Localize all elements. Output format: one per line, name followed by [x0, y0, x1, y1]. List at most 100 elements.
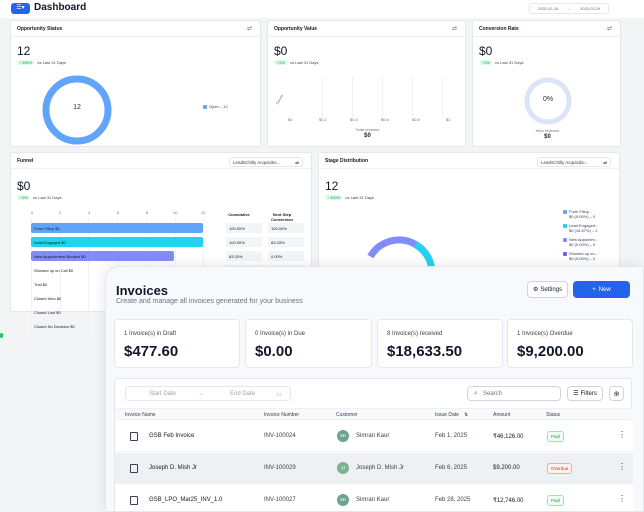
legend-swatch [563, 224, 567, 228]
funnel-bar[interactable]: Trial $0 [34, 282, 48, 287]
legend-label: Lead Engaged - [569, 223, 598, 228]
settings-label: Settings [540, 286, 563, 293]
plus-icon: + [592, 286, 596, 293]
donut-center-value: 12 [73, 104, 81, 111]
stat-card-overdue: 1 Invoice(s) Overdue $9,200.00 [507, 319, 633, 368]
document-icon [130, 464, 138, 473]
funnel-pipeline-select[interactable]: LeadsChilly Acquisitio... ⇄ [229, 157, 303, 167]
swap-icon[interactable]: ⇄ [451, 26, 457, 32]
settings-button[interactable]: ⚙ Settings [527, 281, 568, 298]
search-input[interactable]: ⌕ Search [467, 386, 561, 401]
more-options-icon[interactable]: ⋮ [618, 462, 626, 471]
avatar: SK [337, 430, 349, 442]
new-label: New [598, 286, 611, 293]
col-invoice-number[interactable]: Invoice Number [264, 412, 300, 418]
trend-row: ↑ 300% vs Last 31 Days [325, 195, 374, 200]
table-row[interactable]: GSB_LPO_Mar25_INV_1.0 INV-100027 SK Simr… [115, 485, 633, 511]
invoice-name[interactable]: Joseph D. Mish Jr [149, 465, 198, 471]
trend-text: vs Last 31 Days [495, 60, 524, 65]
legend-label: Form Fillup - [569, 209, 592, 214]
legend-swatch [203, 105, 207, 109]
date-start: 2025-02-26 [537, 6, 558, 11]
funnel-bar[interactable]: Lead Engaged $0 [31, 237, 203, 247]
next-stage-cell: 100.00% [268, 223, 304, 233]
swap-icon[interactable]: ⇄ [606, 26, 612, 32]
customer-name: Joseph D. Mish Jr [356, 465, 405, 471]
stat-value: $477.60 [124, 343, 179, 360]
legend-label: Showed up on... [569, 251, 598, 256]
next-stage-header: Next Step Conversion [270, 212, 293, 222]
date-range-filter[interactable]: Start Date → End Date ▭ [125, 386, 291, 401]
gear-icon: ⚙ [532, 287, 539, 293]
menu-toggle-button[interactable]: ☰▾ [11, 3, 30, 14]
stat-label: 0 Invoice(s) in Due [255, 331, 306, 337]
new-invoice-button[interactable]: + New [573, 281, 630, 298]
more-options-icon[interactable]: ⋮ [618, 494, 626, 503]
select-value: LeadsChilly Acquisitio... [541, 160, 589, 165]
invoice-name[interactable]: GSB_LPO_Mar25_INV_1.0 [149, 497, 223, 503]
search-icon: ⌕ [474, 390, 478, 397]
legend-sub: $0 (0.00%) – 0 [569, 242, 596, 247]
table-row[interactable]: GSB Feb Invoice INV-100024 SK Simran Kau… [115, 421, 633, 452]
axis-tick: 8 [146, 210, 149, 215]
page-title: Invoices [116, 283, 169, 298]
swap-icon[interactable]: ⇄ [246, 26, 252, 32]
x-tick: $0.4 [350, 117, 358, 122]
customer-name: Simran Kaur [356, 433, 390, 439]
start-date-input[interactable]: Start Date [149, 391, 177, 397]
trend-row: ↑ 0% vs Last 31 Days [479, 60, 524, 65]
card-title: Stage Distribution [325, 158, 369, 164]
issue-date: Feb 28, 2025 [435, 497, 471, 503]
legend-swatch [563, 238, 567, 242]
col-invoice-name[interactable]: Invoice Name [125, 412, 156, 418]
customer-name: Simran Kaur [356, 497, 390, 503]
x-tick: $0.8 [412, 117, 420, 122]
total-revenue-label: Total revenue [355, 127, 380, 132]
date-range-picker[interactable]: 2025-02-26 → 2025-03-2€ [529, 3, 609, 14]
date-end: 2025-03-2€ [580, 6, 601, 11]
funnel-bar[interactable]: New Appointment Booked $0 [31, 251, 174, 261]
stage-count: 12 [325, 179, 339, 193]
funnel-bar[interactable]: Closed Lost $0 [34, 310, 61, 315]
amount: ₹46,126.00 [493, 434, 524, 440]
filters-button[interactable]: ☰ Filters [567, 386, 603, 401]
conversion-value: $0 [479, 44, 493, 58]
funnel-bar[interactable]: Closed No Decision $0 [34, 324, 75, 329]
funnel-bar[interactable]: Showed up on Call $0 [34, 268, 74, 273]
invoice-number: INV-100029 [264, 465, 296, 471]
stat-label: 1 Invoice(s) in Draft [124, 331, 177, 337]
col-amount[interactable]: Amount [493, 412, 511, 418]
sort-icon[interactable]: ⇅ [464, 412, 469, 418]
total-revenue-value: $0 [364, 133, 371, 139]
stat-card-received: 8 Invoice(s) received $18,633.50 [377, 319, 503, 368]
issue-date: Feb 6, 2025 [435, 465, 468, 471]
card-title: Opportunity Status [17, 26, 63, 32]
axis-tick: 10 [173, 210, 178, 215]
col-status[interactable]: Status [546, 412, 561, 418]
trend-text: vs Last 31 Days [345, 195, 374, 200]
stage-pipeline-select[interactable]: LeadsChilly Acquisitio... ⇄ [537, 157, 611, 167]
legend-label: New Appointm... [569, 237, 599, 242]
trend-badge: ↑ 0% [274, 60, 287, 65]
funnel-bar[interactable]: Form Fillup $0 [31, 223, 203, 233]
axis-tick: 2 [59, 210, 62, 215]
conversion-rate-card: Conversion Rate ⇄ $0 ↑ 0% vs Last 31 Day… [472, 20, 621, 147]
table-row[interactable]: Joseph D. Mish Jr INV-100029 JJ Joseph D… [115, 453, 633, 484]
funnel-bar[interactable]: Closed Won $0 [34, 296, 62, 301]
export-button[interactable]: ⊕ [609, 386, 624, 401]
col-customer[interactable]: Customer [336, 412, 358, 418]
x-tick: $0 [288, 117, 293, 122]
filter-icon: ☰ [573, 391, 579, 397]
stat-card-draft: 1 Invoice(s) in Draft $477.60 [114, 319, 240, 368]
end-date-input[interactable]: End Date [230, 391, 256, 397]
trend-text: vs Last 31 Days [290, 60, 319, 65]
document-icon [130, 432, 138, 441]
invoice-name[interactable]: GSB Feb Invoice [149, 433, 195, 439]
more-options-icon[interactable]: ⋮ [618, 430, 626, 439]
col-issue-date[interactable]: Issue Date [435, 412, 459, 418]
opportunity-status-card: Opportunity Status ⇄ 12 ↑ 300% vs Last 3… [10, 20, 261, 147]
invoice-number: INV-100024 [264, 433, 296, 439]
trend-badge: ↑ 0% [17, 195, 30, 200]
avatar: SK [337, 494, 349, 506]
trend-row: ↑ 0% vs Last 31 Days [17, 195, 62, 200]
